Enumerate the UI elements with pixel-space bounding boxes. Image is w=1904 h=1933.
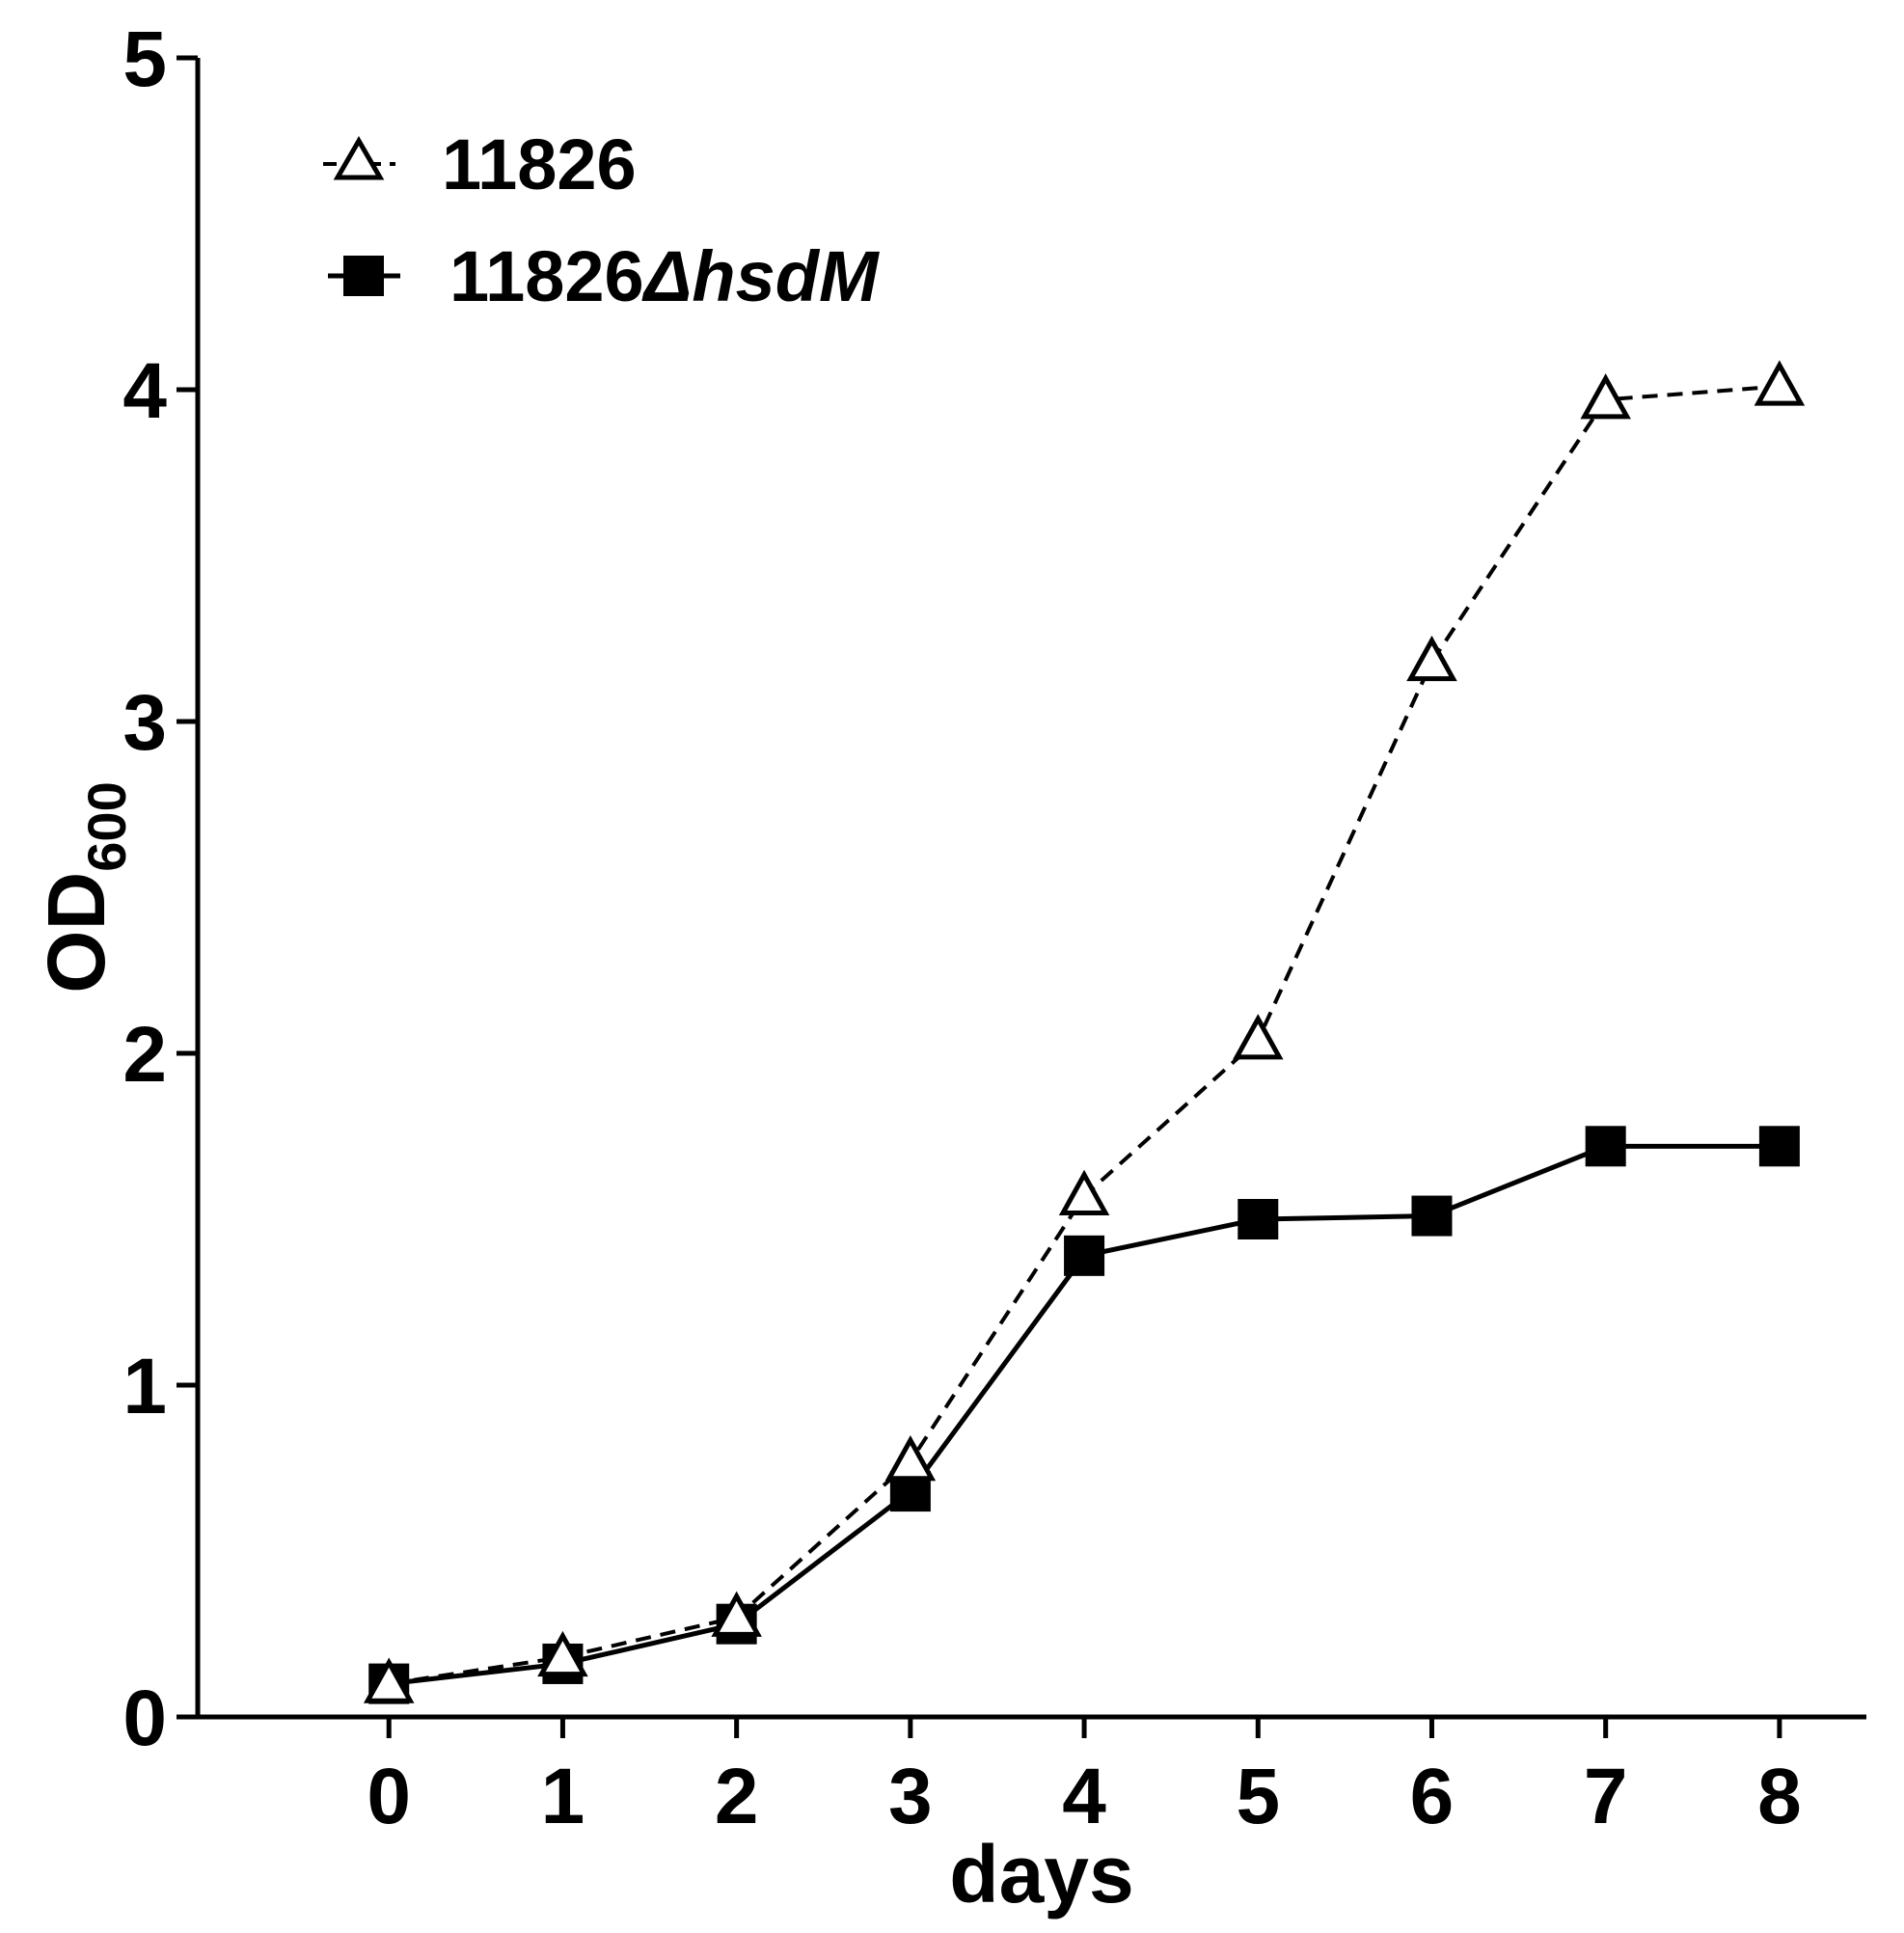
- x-tick-label: 1: [541, 1753, 585, 1840]
- legend-label-series-1-mutation: ΔhsdM: [641, 236, 880, 316]
- y-axis-title-subscript: 600: [76, 781, 137, 871]
- series-line-1: [388, 1143, 1780, 1687]
- data-point-square-8: [1758, 1126, 1800, 1167]
- x-tick-label: 0: [367, 1753, 411, 1840]
- axes: [195, 58, 1866, 1720]
- data-point-triangle-6: [1406, 635, 1457, 682]
- x-tick-label: 5: [1236, 1753, 1280, 1840]
- legend-label-series-1: 11826ΔhsdM: [449, 236, 880, 316]
- data-point-triangle-0: [363, 1657, 415, 1703]
- legend-item-series-1: 11826ΔhsdM: [328, 236, 880, 316]
- series-line-0: [388, 384, 1781, 1686]
- data-point-triangle-2: [711, 1591, 762, 1637]
- y-tick-label: 2: [122, 1011, 167, 1099]
- x-tick-label: 6: [1410, 1753, 1455, 1840]
- legend-open-triangle-icon: [333, 136, 385, 180]
- x-tick-label: 4: [1062, 1753, 1106, 1840]
- data-point-square-4: [1064, 1235, 1105, 1276]
- y-tick-label: 1: [122, 1343, 167, 1430]
- legend-filled-square-icon: [343, 256, 384, 296]
- x-ticks: 0 1 2 3 4 5 6 7 8: [367, 1717, 1802, 1840]
- data-point-square-6: [1411, 1195, 1453, 1237]
- y-tick-label: 4: [122, 347, 167, 435]
- x-tick-label: 8: [1757, 1753, 1802, 1840]
- y-tick-label: 0: [122, 1674, 167, 1762]
- legend: 11826 11826ΔhsdM: [323, 124, 880, 316]
- data-point-triangle-7: [1580, 373, 1631, 420]
- legend-label-series-1-strain: 11826: [449, 236, 644, 316]
- y-axis-title: OD600: [31, 781, 137, 993]
- data-point-triangle-3: [884, 1434, 937, 1482]
- series-layer: [363, 360, 1806, 1704]
- y-tick-label: 3: [122, 679, 167, 767]
- data-point-square-5: [1238, 1199, 1279, 1239]
- x-tick-label: 2: [715, 1753, 759, 1840]
- data-point-triangle-5: [1233, 1014, 1284, 1060]
- y-tick-label: 5: [122, 15, 167, 103]
- legend-label-series-0: 11826: [442, 124, 637, 204]
- data-point-triangle-1: [537, 1630, 588, 1677]
- data-point-triangle-4: [1058, 1169, 1110, 1216]
- x-axis-title: days: [949, 1829, 1133, 1919]
- y-axis-title-main: OD: [31, 872, 122, 994]
- legend-item-series-0: 11826: [323, 124, 637, 204]
- x-tick-label: 7: [1584, 1753, 1628, 1840]
- data-point-square-7: [1585, 1126, 1626, 1167]
- y-ticks: 0 1 2 3 4 5: [122, 15, 198, 1762]
- data-point-triangle-8: [1754, 360, 1806, 406]
- x-tick-label: 3: [888, 1753, 933, 1840]
